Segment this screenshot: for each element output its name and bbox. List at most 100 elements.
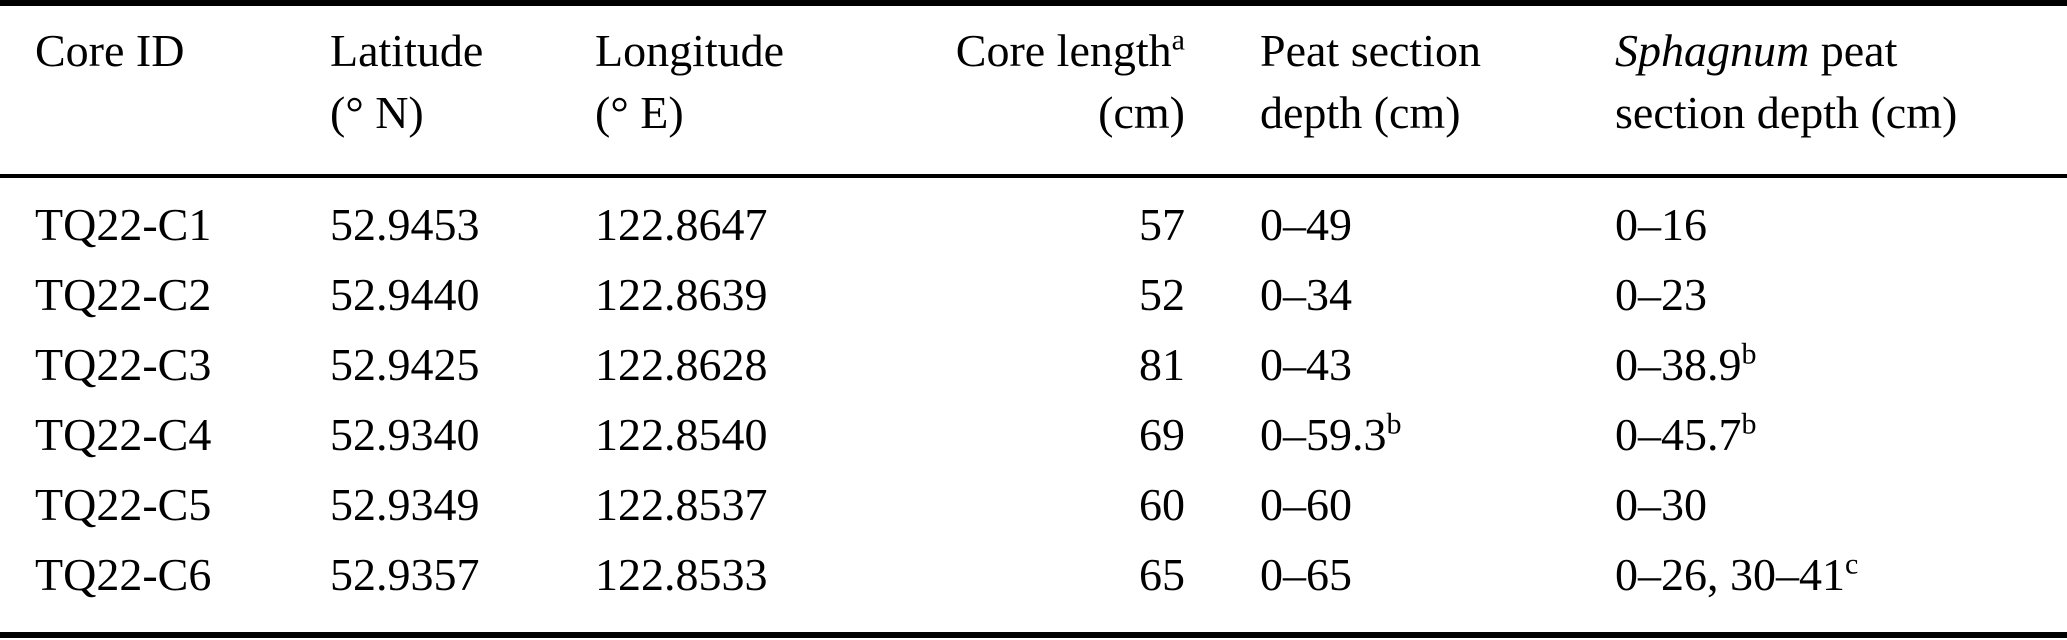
cell-core-length: 52 [865, 260, 1185, 330]
text-segment: 0–65 [1260, 549, 1352, 600]
text-segment: Peat section [1260, 25, 1481, 76]
text-segment: TQ22-C6 [35, 549, 212, 600]
text-segment: 81 [1139, 339, 1185, 390]
text-segment: 122.8639 [595, 269, 768, 320]
text-segment: TQ22-C4 [35, 409, 212, 460]
text-segment: 52.9340 [330, 409, 480, 460]
cell-longitude: 122.8647 [565, 176, 865, 260]
footnote-marker: b [1741, 407, 1757, 441]
cell-core-id: TQ22-C6 [0, 540, 300, 635]
text-segment: 52 [1139, 269, 1185, 320]
text-segment: 0–60 [1260, 479, 1352, 530]
table-row: TQ22-C3 52.9425 122.8628 81 0–43 0–38.9b [0, 330, 2067, 400]
text-segment: 0–16 [1615, 199, 1707, 250]
cell-peat-section-depth: 0–49 [1185, 176, 1540, 260]
text-segment: 0–38.9 [1615, 339, 1742, 390]
text-segment: Core ID [35, 25, 185, 76]
col-header-core-id: Core ID [0, 3, 300, 178]
text-segment: depth (cm) [1260, 87, 1461, 138]
cell-longitude: 122.8537 [565, 470, 865, 540]
cell-core-id: TQ22-C1 [0, 176, 300, 260]
cell-sphagnum-peat-section-depth: 0–38.9b [1540, 330, 2067, 400]
col-header-core-length: Core lengtha (cm) [865, 3, 1185, 178]
cell-core-id: TQ22-C2 [0, 260, 300, 330]
text-segment: TQ22-C1 [35, 199, 212, 250]
header-line: Peat section [1260, 20, 1540, 82]
cell-longitude: 122.8533 [565, 540, 865, 635]
cell-sphagnum-peat-section-depth: 0–45.7b [1540, 400, 2067, 470]
header-line: (° E) [595, 82, 865, 144]
cell-peat-section-depth: 0–34 [1185, 260, 1540, 330]
text-segment: 0–49 [1260, 199, 1352, 250]
text-segment: 0–23 [1615, 269, 1707, 320]
table-row: TQ22-C5 52.9349 122.8537 60 0–60 0–30 [0, 470, 2067, 540]
cell-core-id: TQ22-C5 [0, 470, 300, 540]
text-segment: 0–30 [1615, 479, 1707, 530]
table-body: TQ22-C1 52.9453 122.8647 57 0–49 0–16 TQ22-C2 5… [0, 176, 2067, 635]
table-row: TQ22-C2 52.9440 122.8639 52 0–34 0–23 [0, 260, 2067, 330]
table-row: TQ22-C1 52.9453 122.8647 57 0–49 0–16 [0, 176, 2067, 260]
text-segment: 52.9425 [330, 339, 480, 390]
cell-latitude: 52.9349 [300, 470, 565, 540]
header-line: Sphagnum peat [1615, 20, 2067, 82]
header-line: (° N) [330, 82, 565, 144]
header-line: (cm) [865, 82, 1185, 144]
text-segment: (cm) [1098, 87, 1185, 138]
cell-core-id: TQ22-C4 [0, 400, 300, 470]
header-line: depth (cm) [1260, 82, 1540, 144]
text-segment: 122.8533 [595, 549, 768, 600]
cell-sphagnum-peat-section-depth: 0–16 [1540, 176, 2067, 260]
header-line: Core lengtha [865, 20, 1185, 82]
table-header: Core ID Latitude (° N) Longitude (° E) Core l… [0, 3, 2067, 178]
cell-longitude: 122.8540 [565, 400, 865, 470]
text-segment: TQ22-C5 [35, 479, 212, 530]
text-segment: 0–43 [1260, 339, 1352, 390]
text-segment: 122.8540 [595, 409, 768, 460]
text-segment: peat [1809, 25, 1898, 76]
col-header-longitude: Longitude (° E) [565, 3, 865, 178]
cell-longitude: 122.8639 [565, 260, 865, 330]
cell-sphagnum-peat-section-depth: 0–30 [1540, 470, 2067, 540]
text-segment: 69 [1139, 409, 1185, 460]
cell-core-length: 65 [865, 540, 1185, 635]
text-segment: 60 [1139, 479, 1185, 530]
text-segment: (° N) [330, 87, 424, 138]
cell-core-length: 60 [865, 470, 1185, 540]
footnote-marker: b [1741, 337, 1757, 371]
col-header-latitude: Latitude (° N) [300, 3, 565, 178]
cell-latitude: 52.9453 [300, 176, 565, 260]
text-segment: 122.8628 [595, 339, 768, 390]
text-segment: 52.9357 [330, 549, 480, 600]
text-segment: 0–34 [1260, 269, 1352, 320]
cell-latitude: 52.9357 [300, 540, 565, 635]
cell-core-id: TQ22-C3 [0, 330, 300, 400]
text-segment: 52.9349 [330, 479, 480, 530]
text-segment: Core length [955, 25, 1172, 76]
text-segment: (° E) [595, 87, 684, 138]
text-segment: Sphagnum [1615, 25, 1810, 76]
text-segment: 122.8537 [595, 479, 768, 530]
text-segment: 65 [1139, 549, 1185, 600]
table-row: TQ22-C6 52.9357 122.8533 65 0–65 0–26, 30–41c [0, 540, 2067, 635]
header-line: Longitude [595, 20, 865, 82]
cell-core-length: 57 [865, 176, 1185, 260]
text-segment: section depth (cm) [1615, 87, 1958, 138]
cell-core-length: 69 [865, 400, 1185, 470]
text-segment: 0–45.7 [1615, 409, 1742, 460]
text-segment: TQ22-C2 [35, 269, 212, 320]
text-segment: 0–26, 30–41 [1615, 549, 1845, 600]
text-segment: 122.8647 [595, 199, 768, 250]
cell-latitude: 52.9340 [300, 400, 565, 470]
cell-peat-section-depth: 0–65 [1185, 540, 1540, 635]
cell-core-length: 81 [865, 330, 1185, 400]
text-segment: 52.9453 [330, 199, 480, 250]
cell-latitude: 52.9425 [300, 330, 565, 400]
header-line: Latitude [330, 20, 565, 82]
cell-peat-section-depth: 0–60 [1185, 470, 1540, 540]
text-segment: Longitude [595, 25, 785, 76]
header-line: Core ID [35, 20, 300, 82]
col-header-peat-section-depth: Peat section depth (cm) [1185, 3, 1540, 178]
header-row: Core ID Latitude (° N) Longitude (° E) Core l… [0, 3, 2067, 178]
